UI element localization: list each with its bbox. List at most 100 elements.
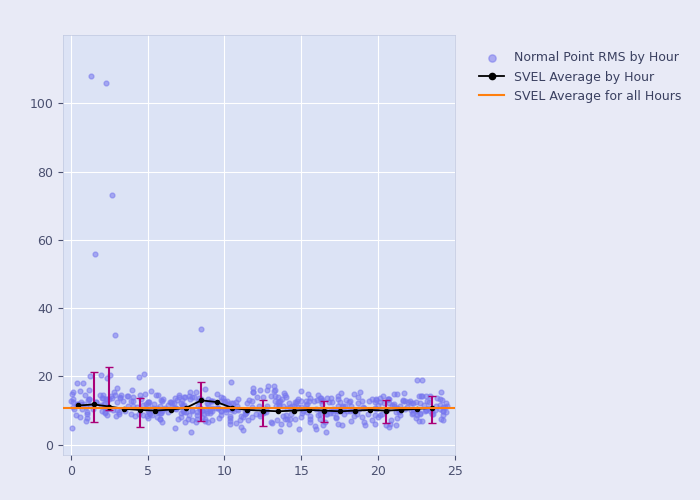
Normal Point RMS by Hour <box>395 411 406 419</box>
Normal Point RMS by Hour <box>197 406 208 414</box>
Normal Point RMS by Hour <box>341 406 352 414</box>
Normal Point RMS by Hour <box>389 390 400 398</box>
Normal Point RMS by Hour <box>137 411 148 419</box>
Normal Point RMS by Hour <box>222 402 233 409</box>
Normal Point RMS by Hour <box>281 393 292 401</box>
Normal Point RMS by Hour <box>406 410 417 418</box>
Normal Point RMS by Hour <box>100 404 111 412</box>
Normal Point RMS by Hour <box>268 388 279 396</box>
Normal Point RMS by Hour <box>332 420 344 428</box>
Normal Point RMS by Hour <box>153 408 164 416</box>
Normal Point RMS by Hour <box>346 417 357 425</box>
Normal Point RMS by Hour <box>120 406 131 414</box>
Normal Point RMS by Hour <box>438 412 449 420</box>
Normal Point RMS by Hour <box>292 395 303 403</box>
Normal Point RMS by Hour <box>99 408 110 416</box>
Normal Point RMS by Hour <box>146 388 157 396</box>
Normal Point RMS by Hour <box>131 403 142 411</box>
Normal Point RMS by Hour <box>371 396 382 404</box>
SVEL Average by Hour <box>151 408 160 414</box>
Normal Point RMS by Hour <box>164 398 176 406</box>
Normal Point RMS by Hour <box>237 426 248 434</box>
Normal Point RMS by Hour <box>194 404 205 412</box>
Normal Point RMS by Hour <box>156 396 167 404</box>
Normal Point RMS by Hour <box>149 400 160 408</box>
Normal Point RMS by Hour <box>370 404 381 412</box>
Normal Point RMS by Hour <box>177 406 188 414</box>
Normal Point RMS by Hour <box>405 399 416 407</box>
Normal Point RMS by Hour <box>202 418 214 426</box>
Normal Point RMS by Hour <box>85 372 96 380</box>
Normal Point RMS by Hour <box>156 406 167 414</box>
SVEL Average by Hour <box>244 407 252 413</box>
Normal Point RMS by Hour <box>202 407 213 415</box>
SVEL Average by Hour <box>412 406 421 412</box>
Normal Point RMS by Hour <box>260 406 272 413</box>
SVEL Average by Hour <box>258 408 267 414</box>
Normal Point RMS by Hour <box>314 406 326 414</box>
Normal Point RMS by Hour <box>125 410 136 418</box>
Normal Point RMS by Hour <box>309 422 321 430</box>
Normal Point RMS by Hour <box>391 390 402 398</box>
Normal Point RMS by Hour <box>384 423 395 431</box>
Normal Point RMS by Hour <box>301 408 312 416</box>
Normal Point RMS by Hour <box>250 410 261 418</box>
Normal Point RMS by Hour <box>424 392 435 400</box>
Normal Point RMS by Hour <box>254 412 265 420</box>
Normal Point RMS by Hour <box>224 404 235 412</box>
Normal Point RMS by Hour <box>81 410 92 418</box>
Normal Point RMS by Hour <box>438 402 449 410</box>
Normal Point RMS by Hour <box>274 401 285 409</box>
Normal Point RMS by Hour <box>266 419 277 427</box>
Normal Point RMS by Hour <box>344 406 356 414</box>
Normal Point RMS by Hour <box>188 394 199 402</box>
Normal Point RMS by Hour <box>177 402 188 410</box>
Normal Point RMS by Hour <box>127 393 139 401</box>
Normal Point RMS by Hour <box>389 400 400 408</box>
Normal Point RMS by Hour <box>230 398 241 406</box>
Normal Point RMS by Hour <box>197 407 208 415</box>
Normal Point RMS by Hour <box>210 404 221 412</box>
Normal Point RMS by Hour <box>96 406 107 414</box>
Normal Point RMS by Hour <box>216 407 227 415</box>
Normal Point RMS by Hour <box>374 394 385 402</box>
Normal Point RMS by Hour <box>228 408 239 416</box>
Normal Point RMS by Hour <box>97 394 108 402</box>
Normal Point RMS by Hour <box>316 394 327 402</box>
Normal Point RMS by Hour <box>171 404 182 412</box>
Normal Point RMS by Hour <box>67 396 78 404</box>
Normal Point RMS by Hour <box>215 392 226 400</box>
Normal Point RMS by Hour <box>346 406 358 414</box>
Normal Point RMS by Hour <box>212 404 223 412</box>
SVEL Average by Hour <box>228 405 237 411</box>
Normal Point RMS by Hour <box>276 420 287 428</box>
Normal Point RMS by Hour <box>171 396 182 404</box>
Normal Point RMS by Hour <box>99 408 111 416</box>
Normal Point RMS by Hour <box>117 396 128 404</box>
Normal Point RMS by Hour <box>106 192 118 200</box>
Normal Point RMS by Hour <box>178 408 190 416</box>
Normal Point RMS by Hour <box>304 394 315 402</box>
Normal Point RMS by Hour <box>90 398 101 406</box>
Normal Point RMS by Hour <box>424 406 435 414</box>
Normal Point RMS by Hour <box>95 391 106 399</box>
Normal Point RMS by Hour <box>143 400 154 408</box>
SVEL Average by Hour <box>213 399 221 405</box>
Normal Point RMS by Hour <box>150 406 161 414</box>
Normal Point RMS by Hour <box>66 424 77 432</box>
Normal Point RMS by Hour <box>265 418 276 426</box>
Normal Point RMS by Hour <box>377 392 388 400</box>
Normal Point RMS by Hour <box>187 392 198 400</box>
Normal Point RMS by Hour <box>96 371 107 379</box>
Normal Point RMS by Hour <box>430 406 441 414</box>
SVEL Average by Hour <box>366 407 375 413</box>
Normal Point RMS by Hour <box>88 405 99 413</box>
Normal Point RMS by Hour <box>225 378 237 386</box>
Normal Point RMS by Hour <box>140 390 151 398</box>
Normal Point RMS by Hour <box>77 379 88 387</box>
Normal Point RMS by Hour <box>357 397 368 405</box>
Normal Point RMS by Hour <box>162 408 173 416</box>
Normal Point RMS by Hour <box>176 400 187 408</box>
Normal Point RMS by Hour <box>332 407 343 415</box>
Normal Point RMS by Hour <box>326 398 337 406</box>
